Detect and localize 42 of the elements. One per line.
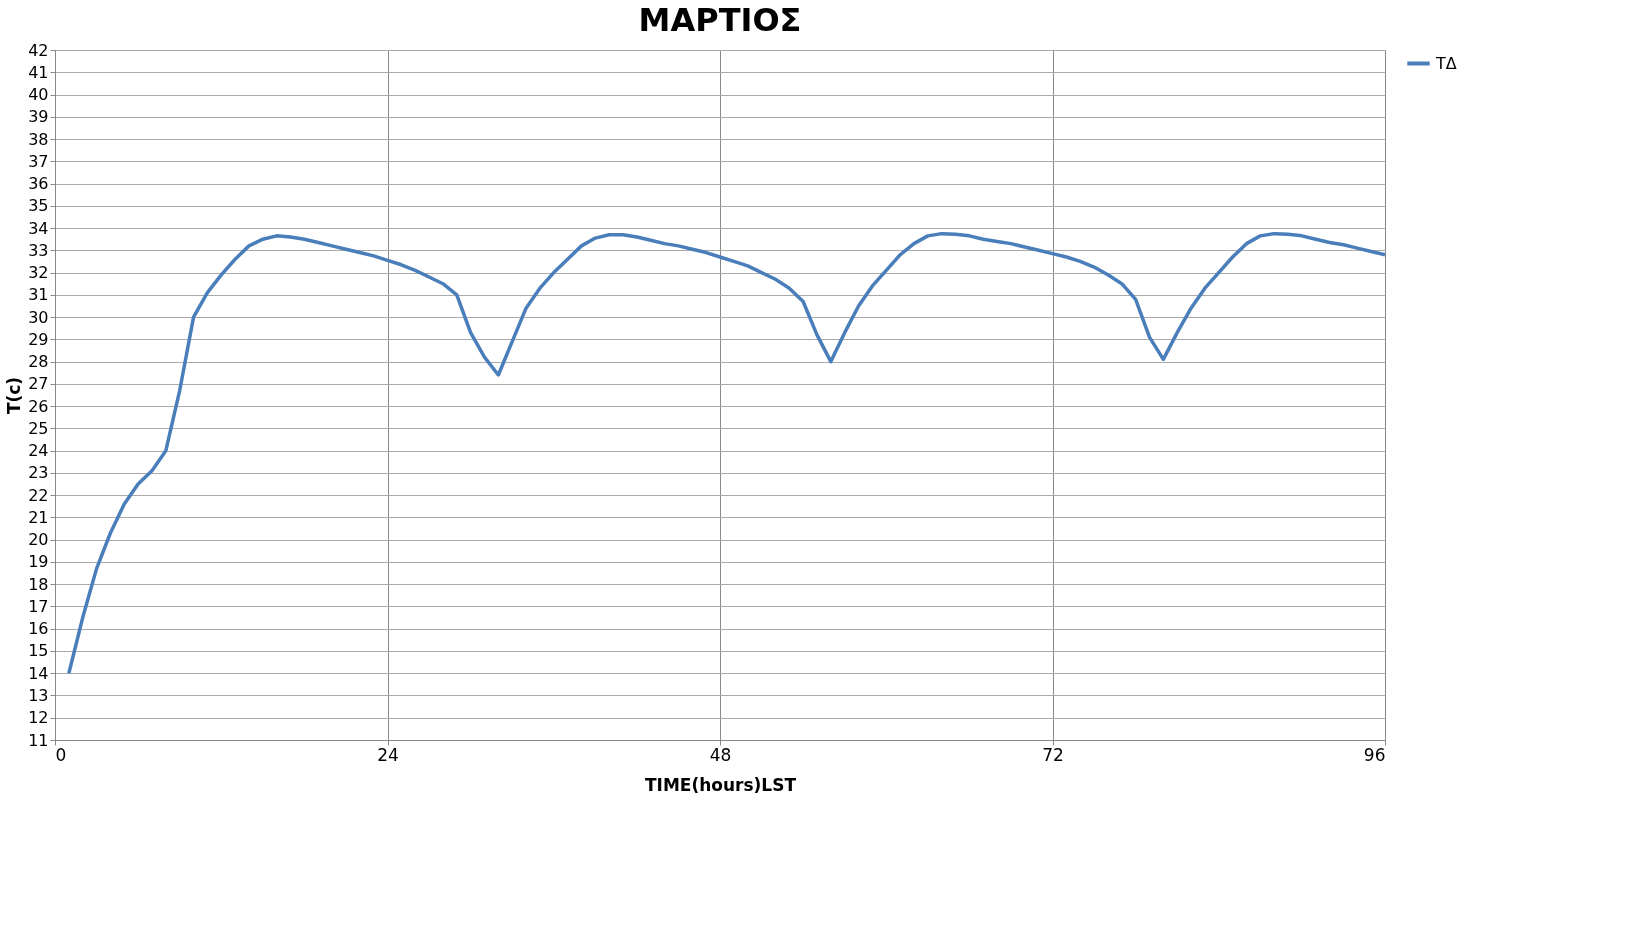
y-tick-label: 11 [28, 730, 49, 750]
x-tick-label: 0 [55, 744, 67, 765]
y-tick-label: 34 [28, 218, 49, 238]
legend-label: ΤΔ [1435, 53, 1457, 73]
y-tick-label: 38 [28, 129, 49, 149]
x-tick-label: 72 [1042, 744, 1064, 765]
y-tick-label: 16 [28, 619, 49, 639]
y-tick-label: 35 [28, 196, 49, 216]
y-tick-label: 32 [28, 263, 49, 283]
y-tick-label: 33 [28, 240, 49, 260]
x-tick-label: 96 [1363, 744, 1386, 765]
line-series [67, 231, 1387, 675]
x-axis-title: TIME(hours)LST [644, 774, 797, 795]
y-tick-label: 28 [28, 352, 49, 372]
y-tick-label: 25 [28, 418, 49, 438]
y-tick-label: 21 [28, 507, 49, 527]
chart-title: ΜΑΡΤΙΟΣ [638, 1, 802, 39]
y-axis-title: T(c) [4, 376, 25, 415]
y-tick-label: 41 [28, 62, 49, 82]
y-tick-label: 18 [28, 574, 49, 594]
y-tick-label: 24 [28, 441, 49, 461]
x-tick-label: 24 [377, 744, 399, 765]
y-tick-label: 37 [28, 151, 49, 171]
y-tick-label: 19 [28, 552, 49, 572]
y-tick-label: 23 [28, 463, 49, 483]
y-tick-label: 15 [28, 641, 49, 661]
y-tick-label: 30 [28, 307, 49, 327]
y-tick-label: 12 [28, 708, 49, 728]
y-tick-label: 17 [28, 596, 49, 616]
y-tick-label: 20 [28, 530, 49, 550]
x-tick-label: 48 [709, 744, 732, 765]
y-tick-label: 42 [28, 40, 49, 60]
y-tick-label: 36 [28, 174, 49, 194]
y-tick-label: 39 [28, 107, 49, 127]
y-tick-label: 27 [28, 374, 49, 394]
y-tick-label: 22 [28, 485, 49, 505]
y-tick-label: 26 [28, 396, 49, 416]
y-tick-label: 29 [28, 329, 49, 349]
y-tick-label: 13 [28, 685, 49, 705]
y-tick-label: 14 [28, 663, 49, 683]
y-tick-label: 31 [28, 285, 49, 305]
y-tick-label: 40 [28, 85, 49, 105]
